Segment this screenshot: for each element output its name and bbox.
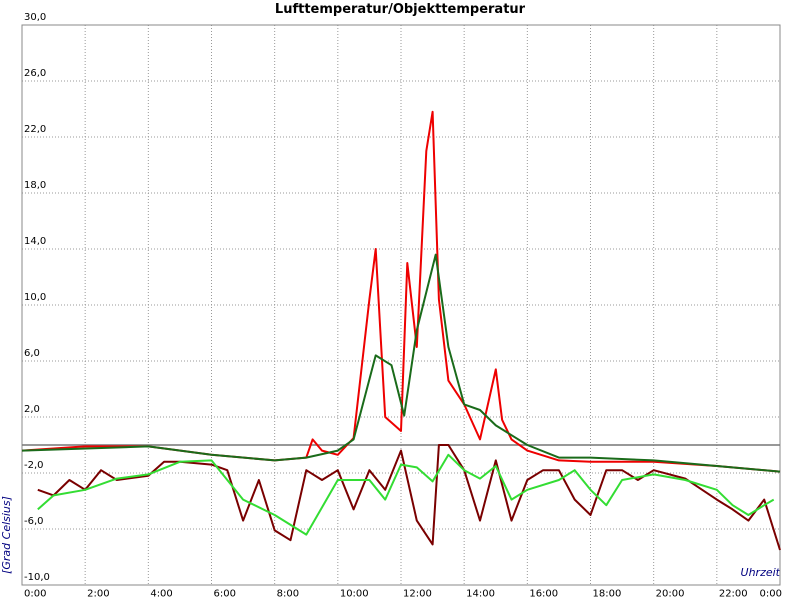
y-axis-label: [Grad Celsius] — [0, 496, 13, 574]
y-tick-label: 30,0 — [24, 12, 46, 23]
chart-title: Lufttemperatur/Objekttemperatur — [275, 2, 526, 17]
y-tick-label: 14,0 — [24, 236, 46, 247]
y-tick-label: -10,0 — [24, 572, 50, 583]
x-tick-label: 8:00 — [277, 588, 299, 599]
y-tick-label: 22,0 — [24, 124, 46, 135]
x-tick-label: 20:00 — [656, 588, 685, 599]
plot-frame — [21, 24, 781, 586]
x-tick-label: 10:00 — [340, 588, 369, 599]
x-tick-label: 18:00 — [593, 588, 622, 599]
y-tick-label: 2,0 — [24, 404, 40, 415]
data-line — [21, 253, 781, 473]
y-tick-label: -2,0 — [24, 460, 44, 471]
x-tick-label: 0:00 — [760, 588, 782, 599]
x-tick-label: 6:00 — [214, 588, 236, 599]
x-tick-label: 2:00 — [87, 588, 109, 599]
data-line — [37, 444, 781, 551]
x-tick-label: 14:00 — [466, 588, 495, 599]
x-tick-label: 12:00 — [403, 588, 432, 599]
x-tick-label: 16:00 — [529, 588, 558, 599]
y-tick-label: 10,0 — [24, 292, 46, 303]
x-axis-label: Uhrzeit — [741, 566, 781, 579]
x-tick-label: 4:00 — [150, 588, 172, 599]
x-tick-label: 0:00 — [24, 588, 46, 599]
y-tick-label: -6,0 — [24, 516, 44, 527]
y-tick-label: 26,0 — [24, 68, 46, 79]
y-tick-label: 18,0 — [24, 180, 46, 191]
data-line — [37, 453, 775, 536]
x-tick-label: 22:00 — [719, 588, 748, 599]
y-tick-label: 6,0 — [24, 348, 40, 359]
